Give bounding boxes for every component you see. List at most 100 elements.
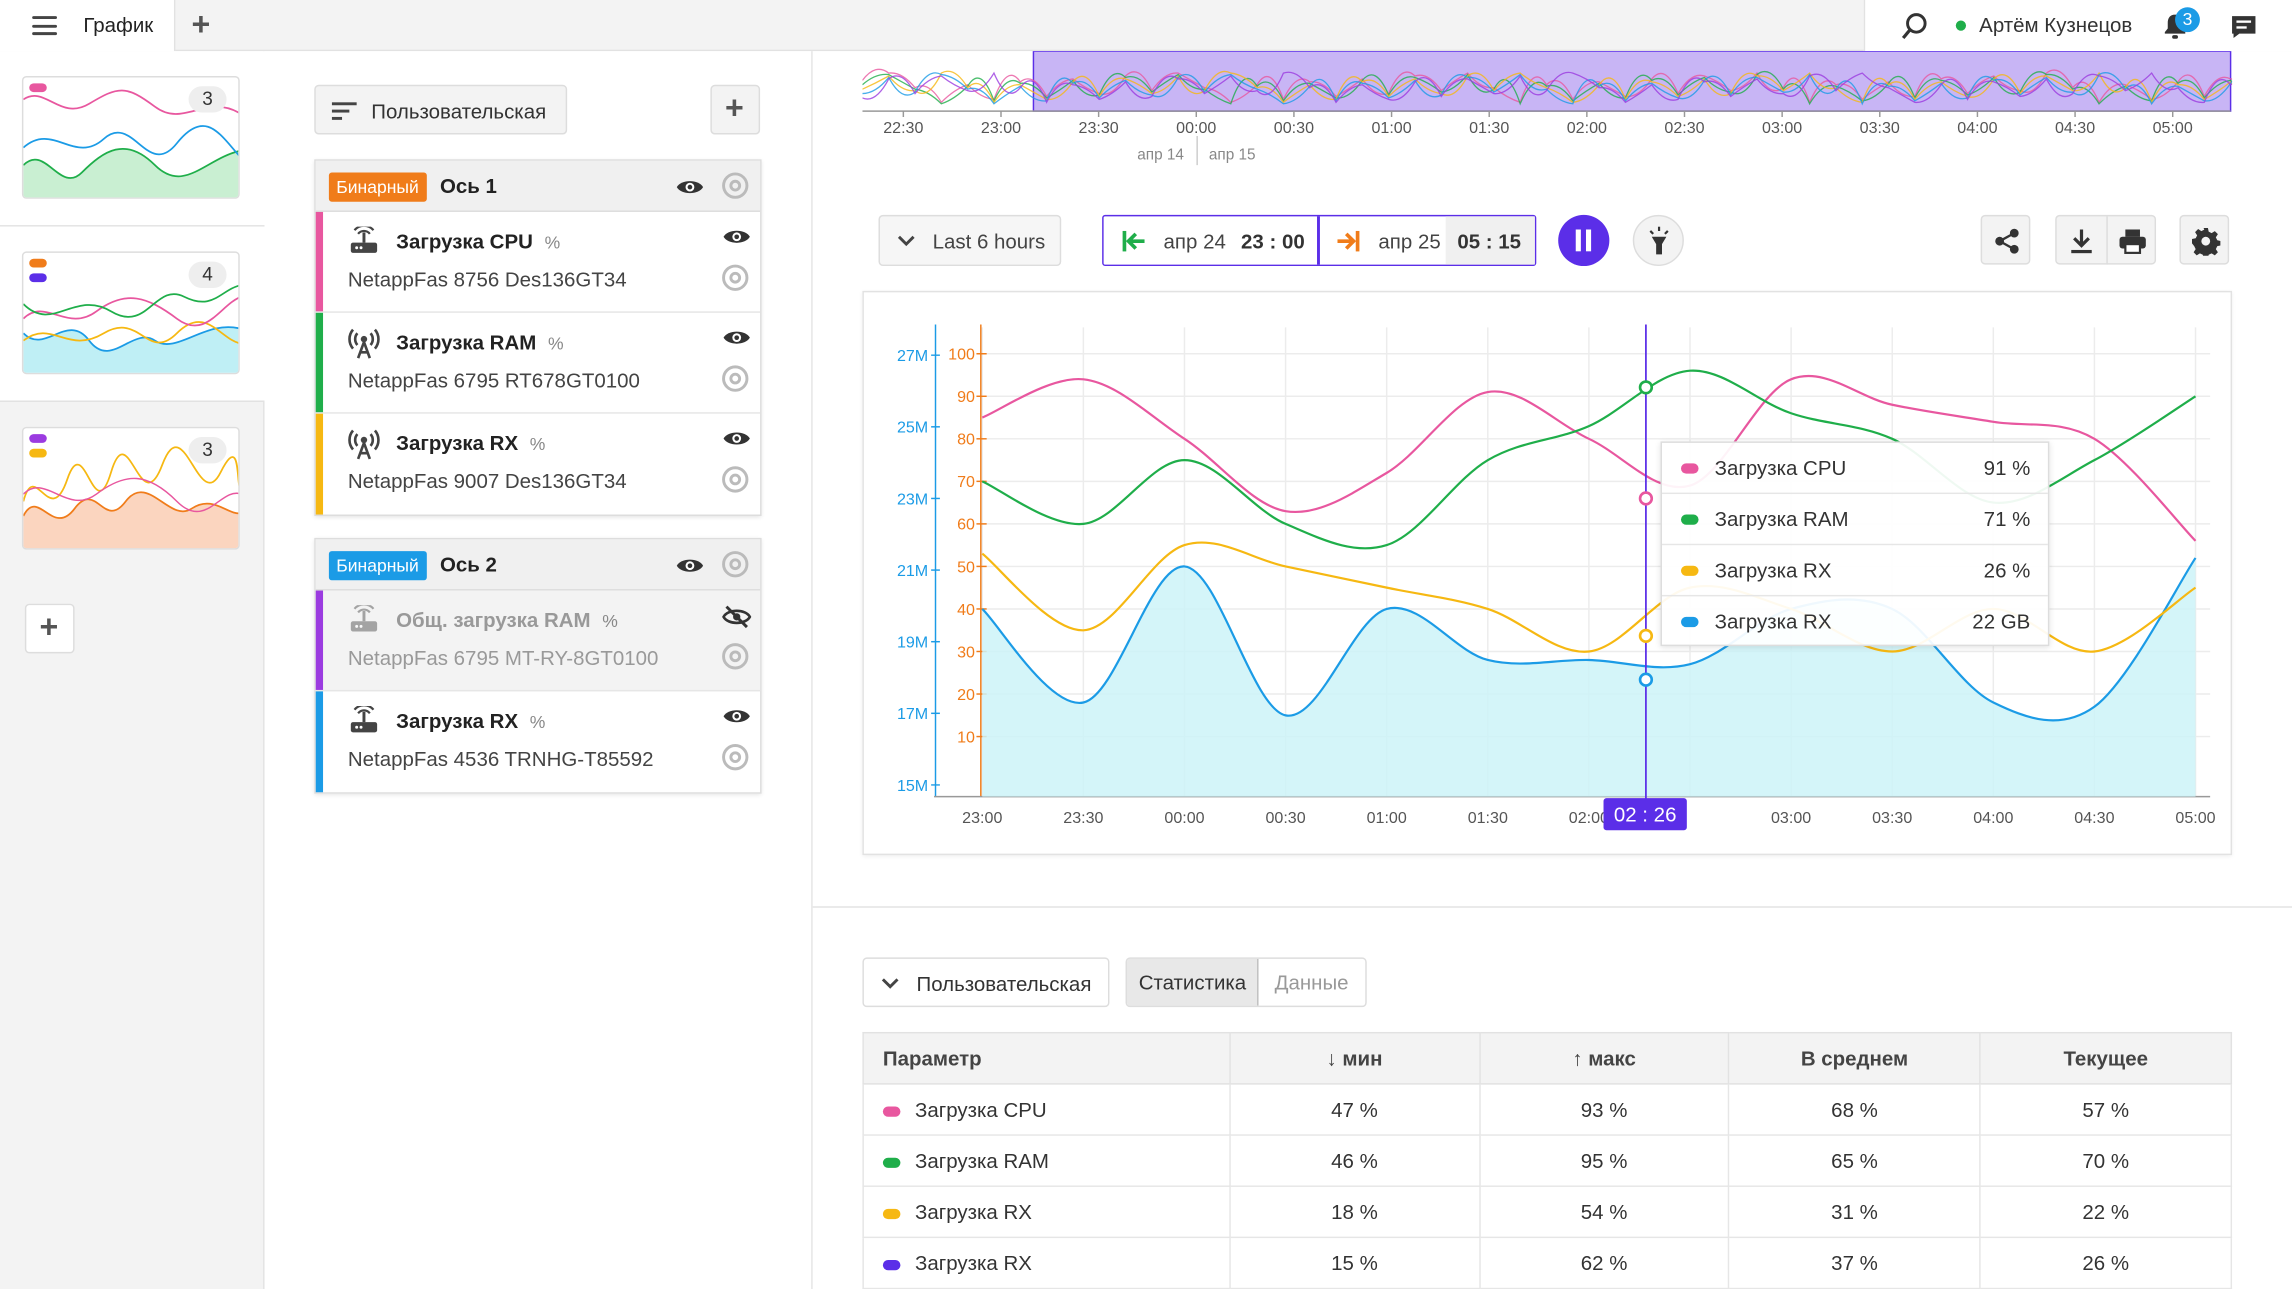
download-icon[interactable]	[2068, 228, 2094, 254]
stats-preset-dropdown[interactable]: Пользовательская	[862, 957, 1110, 1008]
series-row[interactable]: Загрузка RX% NetappFas 9007 Des136GT34	[315, 413, 760, 515]
current-cell: 57 %	[1979, 1083, 2233, 1136]
overview-tick-label: 23:00	[981, 119, 1021, 137]
print-icon[interactable]	[2118, 228, 2147, 254]
tab-statistics[interactable]: Статистика	[1126, 958, 1259, 1006]
series-row[interactable]: Загрузка RAM% NetappFas 6795 RT678GT0100	[315, 312, 761, 414]
col-max[interactable]: ↑ макс	[1478, 1031, 1730, 1085]
col-parameter[interactable]: Параметр	[862, 1031, 1231, 1085]
eye-icon[interactable]	[722, 227, 751, 247]
share-button[interactable]	[1980, 214, 2031, 265]
chart-thumbnail-3[interactable]: 3	[0, 402, 265, 577]
range-dropdown[interactable]: Last 6 hours	[878, 214, 1062, 267]
chart-thumbnail-1[interactable]: 3	[0, 51, 265, 227]
inner-tick-label: 60	[957, 516, 975, 534]
mini-chart	[23, 434, 239, 549]
thumbnail-preview[interactable]: 3	[21, 426, 240, 550]
overview-timeline[interactable]: 22:30 23:00 23:30 00:00 00:30 01:00 01:30 02:00…	[862, 51, 2233, 168]
section-divider	[812, 906, 2292, 908]
router-icon	[348, 704, 380, 735]
series-name-text: Загрузка RX	[396, 708, 519, 733]
series-unit: %	[529, 711, 546, 733]
thumbnail-preview[interactable]: 3	[21, 76, 240, 199]
from-date[interactable]: апр 24	[1163, 229, 1226, 253]
eye-icon[interactable]	[722, 327, 751, 347]
date-range-picker[interactable]: апр 24 23 : 00 апр 25 05 : 15	[1102, 214, 1537, 267]
x-tick-label: 05:00	[2175, 809, 2215, 827]
add-axis-button[interactable]: +	[710, 84, 761, 135]
user-area: Артём Кузнецов 3	[1863, 0, 2292, 52]
tooltip-row: Загрузка RX 26 %	[1661, 545, 2048, 597]
outer-tick-label: 15M	[897, 777, 928, 795]
inner-tick-label: 80	[957, 431, 975, 449]
tooltip-label: Загрузка RX	[1714, 558, 1832, 582]
from-time[interactable]: 23 : 00	[1241, 229, 1305, 253]
settings-button[interactable]	[2179, 214, 2230, 265]
series-row[interactable]: Общ. загрузка RAM% NetappFas 6795 MT-RY-8…	[315, 590, 761, 692]
chat-icon[interactable]	[2231, 15, 2257, 40]
menu-icon[interactable]	[32, 16, 58, 36]
tooltip-label: Загрузка RX	[1714, 609, 1832, 633]
series-unit: %	[529, 434, 546, 455]
antenna-icon	[348, 327, 380, 359]
axis-title: Ось 2	[439, 552, 497, 576]
target-icon[interactable]	[722, 264, 749, 291]
thumbnail-preview[interactable]: 4	[21, 251, 240, 375]
series-name: Загрузка RX%	[396, 431, 545, 454]
table-row[interactable]: Загрузка CPU 47 % 93 % 68 % 57 %	[862, 1083, 2233, 1136]
avg-cell: 65 %	[1728, 1134, 1981, 1187]
eye-off-icon[interactable]	[722, 605, 752, 629]
tab-data[interactable]: Данные	[1274, 970, 1349, 994]
graph-tab[interactable]: График	[0, 0, 176, 52]
sort-icon	[331, 102, 357, 120]
eye-icon[interactable]	[722, 428, 751, 448]
col-min[interactable]: ↓ мин	[1228, 1031, 1481, 1085]
param-cell: Загрузка RAM	[862, 1134, 1231, 1187]
highlight-button[interactable]	[1632, 214, 1684, 267]
param-name: Загрузка CPU	[915, 1097, 1047, 1122]
col-current[interactable]: Текущее	[1979, 1031, 2233, 1085]
online-status-dot	[1955, 20, 1967, 31]
table-row[interactable]: Загрузка RAM 46 % 95 % 65 % 70 %	[862, 1134, 2233, 1187]
max-cell: 62 %	[1478, 1236, 1730, 1289]
pause-button[interactable]	[1558, 214, 1610, 267]
max-cell: 54 %	[1478, 1185, 1730, 1239]
col-average[interactable]: В среднем	[1728, 1031, 1981, 1085]
cursor-marker	[1638, 380, 1654, 395]
eye-icon[interactable]	[675, 177, 704, 197]
overview-tick-label: 02:30	[1664, 119, 1704, 137]
target-icon[interactable]	[722, 466, 749, 493]
x-tick-label: 00:00	[1164, 809, 1204, 827]
x-tick-label: 23:00	[962, 809, 1002, 827]
add-tab-button[interactable]: +	[191, 5, 211, 43]
chevron-down-icon	[897, 235, 915, 247]
eye-icon[interactable]	[675, 555, 704, 575]
target-icon[interactable]	[722, 744, 749, 771]
target-icon[interactable]	[722, 551, 749, 578]
stats-tabs: Статистика Данные	[1125, 957, 1367, 1008]
target-icon[interactable]	[722, 643, 749, 670]
table-row[interactable]: Загрузка RX 15 % 62 % 37 % 26 %	[862, 1236, 2233, 1289]
tooltip-label: Загрузка RAM	[1714, 507, 1849, 531]
to-date[interactable]: апр 25	[1378, 229, 1441, 253]
series-row[interactable]: Загрузка CPU% NetappFas 8756 Des136GT34	[315, 211, 761, 313]
thumbnail-count: 4	[188, 261, 227, 288]
search-icon[interactable]	[1900, 12, 1929, 41]
target-icon[interactable]	[722, 172, 749, 199]
preset-dropdown[interactable]: Пользовательская	[314, 84, 568, 135]
overview-tick-label: 22:30	[883, 119, 923, 137]
user-name[interactable]: Артём Кузнецов	[1979, 13, 2133, 37]
add-chart-button[interactable]: +	[24, 603, 75, 654]
table-row[interactable]: Загрузка RX 18 % 54 % 31 % 22 %	[862, 1185, 2233, 1239]
series-source: NetappFas 8756 Des136GT34	[347, 267, 627, 291]
axis-type-badge[interactable]: Бинарный	[328, 551, 427, 581]
param-cell: Загрузка RX	[862, 1236, 1231, 1289]
chart-thumbnail-2[interactable]: 4	[0, 226, 265, 402]
col-max-label: макс	[1588, 1046, 1636, 1070]
router-icon	[348, 603, 380, 634]
axis-type-badge[interactable]: Бинарный	[328, 172, 427, 202]
eye-icon[interactable]	[722, 706, 751, 726]
series-row[interactable]: Загрузка RX% NetappFas 4536 TRNHG-T85592	[315, 691, 760, 793]
to-time[interactable]: 05 : 15	[1457, 229, 1522, 253]
target-icon[interactable]	[722, 365, 749, 392]
